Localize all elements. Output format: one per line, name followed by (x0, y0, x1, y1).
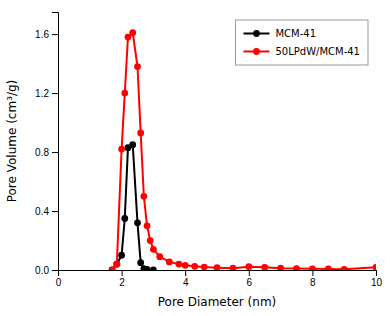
point (175, 261, 182, 268)
point (214, 264, 221, 270)
series (109, 141, 157, 270)
tick-mark (312, 270, 313, 276)
tick-mark (249, 270, 250, 276)
legend-item: MCM-41 (243, 28, 316, 39)
point (118, 252, 125, 259)
point (293, 265, 300, 270)
axis-line (52, 13, 59, 271)
point (121, 90, 128, 97)
legend-marker (253, 48, 260, 55)
point (144, 266, 151, 270)
tick-label: 2 (119, 277, 125, 288)
tick-label: 0.8 (35, 147, 49, 158)
point (109, 267, 116, 270)
tick-mark (52, 152, 58, 153)
point (150, 246, 157, 253)
point (134, 219, 141, 226)
point (341, 266, 348, 270)
y-axis: 0.0 0.4 0.8 1.2 1.6 (35, 13, 58, 276)
tick-mark (52, 34, 58, 35)
point (325, 266, 332, 270)
point (129, 141, 136, 148)
tick: 0.4 (35, 206, 58, 217)
point (144, 222, 151, 229)
point (156, 253, 163, 260)
point (134, 63, 141, 70)
legend-box (235, 20, 368, 65)
point (129, 29, 136, 36)
tick: 0 (56, 270, 62, 288)
point (373, 264, 376, 270)
tick-label: 1.2 (35, 88, 49, 99)
tick: 6 (247, 270, 253, 288)
point (147, 237, 154, 244)
tick: 4 (183, 270, 189, 288)
tick: 10 (371, 270, 383, 288)
tick-label: 8 (310, 277, 316, 288)
y-axis-title: Pore Volume (cm³/g) (5, 80, 19, 203)
tick: 2 (119, 270, 125, 288)
point (201, 264, 208, 270)
tick: 0.8 (35, 147, 58, 158)
plot-area: 0 2 4 6 8 10 0.0 0.4 0.8 1.2 1.6 MCM-41 50LPdW/MCM-4… (35, 13, 382, 289)
point (118, 146, 125, 153)
tick-mark (52, 93, 58, 94)
tick-mark (185, 270, 186, 276)
legend: MCM-41 50LPdW/MCM-41 (235, 20, 368, 65)
point (230, 265, 237, 270)
point (191, 263, 198, 270)
legend-marker (253, 30, 260, 37)
line (112, 33, 376, 270)
tick-mark (52, 270, 58, 271)
tick: 8 (310, 270, 316, 288)
point (309, 265, 316, 270)
tick-label: 0 (56, 277, 62, 288)
chart: 0 2 4 6 8 10 0.0 0.4 0.8 1.2 1.6 MCM-41 50LPdW/MCM-4… (0, 0, 390, 316)
tick-label: 4 (183, 277, 189, 288)
legend-label: 50LPdW/MCM-41 (275, 46, 360, 57)
tick: 1.6 (35, 29, 58, 40)
point (261, 264, 268, 270)
point (277, 265, 284, 270)
tick-label: 0.4 (35, 206, 49, 217)
tick-label: 10 (371, 277, 383, 288)
point (245, 263, 252, 270)
x-axis-title: Pore Diameter (nm) (158, 295, 277, 309)
tick: 0.0 (35, 265, 58, 276)
tick: 1.2 (35, 88, 58, 99)
tick-mark (52, 211, 58, 212)
point (113, 261, 120, 268)
point (140, 193, 147, 200)
legend-label: MCM-41 (275, 28, 316, 39)
point (166, 259, 173, 266)
axis-line (59, 271, 377, 277)
point (137, 259, 144, 266)
tick-mark (122, 270, 123, 276)
point (121, 215, 128, 222)
point (182, 262, 189, 269)
tick-label: 1.6 (35, 29, 49, 40)
tick-label: 6 (247, 277, 253, 288)
legend-item: 50LPdW/MCM-41 (243, 46, 360, 57)
tick-mark (376, 270, 377, 276)
point (137, 130, 144, 137)
x-axis: 0 2 4 6 8 10 (56, 270, 383, 288)
point (150, 267, 157, 270)
point (113, 261, 120, 268)
tick-label: 0.0 (35, 265, 49, 276)
